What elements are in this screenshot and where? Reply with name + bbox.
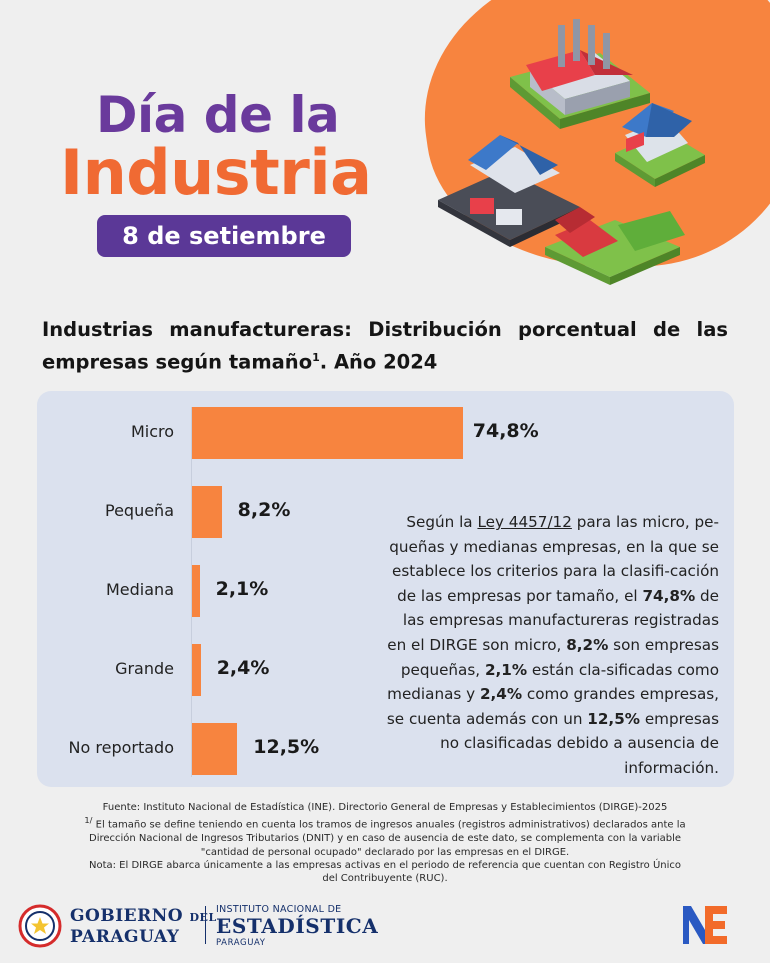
dirge-note: Nota: El DIRGE abarca únicamente a las e… <box>88 859 682 885</box>
description-text: son empresas pequeñas, <box>400 635 719 679</box>
chart-title-text: Industrias manufactureras: Distribución … <box>42 318 728 374</box>
date-badge: 8 de setiembre <box>97 215 351 257</box>
description-text: para las micro, pe-queñas y medianas emp… <box>389 513 719 605</box>
description-text: de las empresas manufactureras registrad… <box>387 586 719 654</box>
chart-title-footnote-mark: 1 <box>312 351 320 364</box>
description-text: Según la <box>406 513 478 531</box>
category-label-mediana: Mediana <box>106 580 174 599</box>
value-label-mediana: 2,1% <box>215 578 269 600</box>
description-text: están cla-sificadas como medianas y <box>387 660 719 704</box>
description-text: empresas no clasificadas debido a ausenc… <box>440 709 719 777</box>
description-value-micro: 74,8% <box>642 586 696 605</box>
hero-title-line1: Día de la <box>96 86 340 144</box>
paraguay-coat-of-arms-icon <box>18 904 62 948</box>
chart-axis-line <box>191 407 192 777</box>
footnotes: Fuente: Instituto Nacional de Estadístic… <box>84 801 686 886</box>
ine-logo-text: INSTITUTO NACIONAL DE ESTADÍSTICA PARAGU… <box>216 904 378 948</box>
footnote-mark: 1/ <box>84 815 93 826</box>
chart-description: Según la Ley 4457/12 para las micro, pe-… <box>383 510 719 781</box>
footer: GOBIERNO DEL PARAGUAY INSTITUTO NACIONAL… <box>0 892 770 963</box>
category-label-no-reportado: No reportado <box>68 738 174 757</box>
description-text: como grandes empresas, se cuenta además … <box>386 685 719 728</box>
category-label-grande: Grande <box>115 659 174 678</box>
ine-logo-line3: PARAGUAY <box>216 938 266 948</box>
category-label-micro: Micro <box>130 422 174 441</box>
gobierno-del-paraguay-logo: GOBIERNO DEL PARAGUAY <box>70 906 217 947</box>
chart-title: Industrias manufactureras: Distribución … <box>42 316 728 377</box>
value-label-grande: 2,4% <box>216 657 270 679</box>
chart-title-suffix: . Año 2024 <box>319 350 438 374</box>
bar-micro <box>192 407 463 459</box>
value-label-pequena: 8,2% <box>237 499 291 521</box>
description-value-grande: 2,4% <box>479 685 523 704</box>
gov-logo-line2: PARAGUAY <box>70 927 180 947</box>
ine-logo-icon <box>683 906 727 944</box>
description-value-no-reportado: 12,5% <box>587 709 640 728</box>
gov-logo-del: DEL <box>189 911 217 924</box>
bar-no-reportado <box>192 723 238 775</box>
bar-grande <box>192 644 201 696</box>
category-label-pequena: Pequeña <box>104 501 174 520</box>
industry-illustration <box>438 19 705 285</box>
description-value-pequena: 8,2% <box>566 635 609 654</box>
ine-logo-line2: ESTADÍSTICA <box>216 914 379 938</box>
description-value-mediana: 2,1% <box>484 660 528 679</box>
size-definition-text: El tamaño se define teniendo en cuenta l… <box>89 819 686 858</box>
value-label-micro: 74,8% <box>472 420 539 442</box>
source-note: Fuente: Instituto Nacional de Estadístic… <box>102 802 668 813</box>
ine-logo-line1: INSTITUTO NACIONAL DE <box>216 904 342 915</box>
footer-divider <box>205 906 206 944</box>
hero-title-line2: Industria <box>60 136 372 209</box>
bar-mediana <box>192 565 200 617</box>
value-label-no-reportado: 12,5% <box>253 736 320 758</box>
size-definition-note: 1/ El tamaño se define teniendo en cuent… <box>84 814 686 859</box>
gov-logo-line1: GOBIERNO <box>70 906 184 926</box>
bar-pequena <box>192 486 222 538</box>
law-link[interactable]: Ley 4457/12 <box>477 513 572 531</box>
